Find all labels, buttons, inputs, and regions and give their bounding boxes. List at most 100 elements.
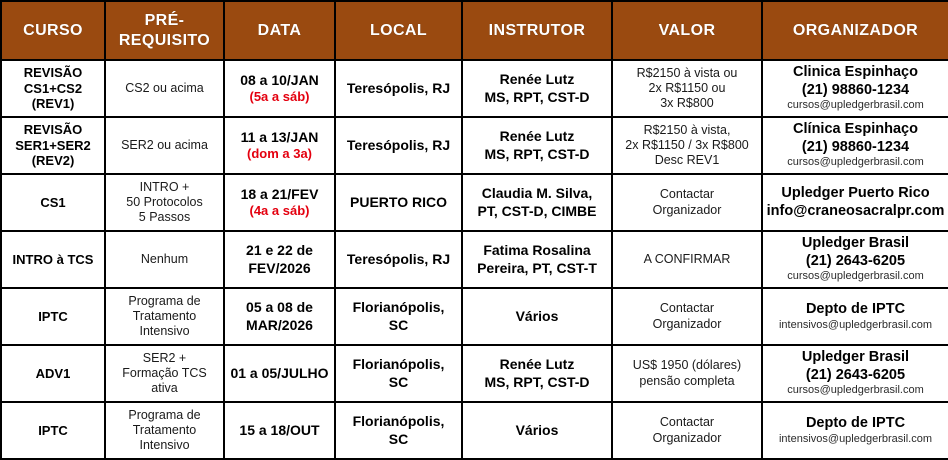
cell-organizador: Clinica Espinhaço (21) 98860-1234 cursos@u… [761, 59, 948, 118]
cell-organizador: Depto de IPTC intensivos@upledgerbrasil.c… [761, 401, 948, 460]
instrutor-line-2: Pereira, PT, CST-T [477, 259, 597, 276]
curso-line-1: ADV1 [35, 365, 71, 381]
cell-pre-requisito: Nenhum [104, 230, 225, 289]
curso-line-3: (REV1) [31, 96, 75, 112]
data-weekday-note: (dom a 3a) [246, 146, 312, 162]
column-header-pre-requisito-line2: REQUISITO [118, 31, 211, 49]
local-line-1: PUERTO RICO [350, 193, 447, 210]
valor-line-2: Organizador [652, 202, 722, 217]
pre-requisito-line-1: INTRO + [139, 179, 190, 194]
organizador-line-1: Upledger Brasil [801, 349, 910, 366]
instrutor-line-1: Claudia M. Silva, [481, 185, 593, 202]
organizador-line-1: Upledger Brasil [801, 235, 910, 252]
organizador-email[interactable]: cursos@upledgerbrasil.com [787, 156, 924, 169]
valor-line-1: Contactar [659, 301, 715, 316]
cell-curso: IPTC [0, 401, 106, 460]
cell-valor: US$ 1950 (dólares) pensão completa [611, 344, 763, 403]
cell-valor: Contactar Organizador [611, 401, 763, 460]
data-weekday-note: (4a a sáb) [249, 203, 310, 219]
cell-pre-requisito: CS2 ou acima [104, 59, 225, 118]
organizador-email[interactable]: cursos@upledgerbrasil.com [787, 384, 924, 397]
table-row: REVISÃO CS1+CS2 (REV1) CS2 ou acima 08 a 10/… [0, 59, 948, 118]
organizador-line-1: Clínica Espinhaço [793, 121, 918, 138]
local-line-1: Teresópolis, RJ [346, 79, 451, 96]
curso-line-2: SER1+SER2 [15, 137, 91, 153]
cell-local: Florianópolis, SC [334, 401, 463, 460]
data-line-1: 11 a 13/JAN [240, 129, 319, 146]
local-line-1: Florianópolis, [352, 299, 445, 316]
pre-requisito-line-1: SER2 ou acima [121, 137, 208, 152]
cell-instrutor: Renée Lutz MS, RPT, CST-D [461, 344, 613, 403]
valor-line-1: Contactar [659, 187, 715, 202]
organizador-line-2: info@craneosacralpr.com [766, 202, 945, 219]
cell-organizador: Upledger Brasil (21) 2643-6205 cursos@uple… [761, 230, 948, 289]
local-line-1: Florianópolis, [352, 356, 445, 373]
column-header-curso: CURSO [0, 0, 106, 61]
table-row: REVISÃO SER1+SER2 (REV2) SER2 ou acima 11 a … [0, 116, 948, 175]
curso-line-1: INTRO à TCS [12, 251, 94, 267]
cell-curso: INTRO à TCS [0, 230, 106, 289]
pre-requisito-line-3: Intensivo [139, 438, 190, 453]
valor-line-2: pensão completa [639, 373, 735, 388]
organizador-email[interactable]: cursos@upledgerbrasil.com [787, 270, 924, 283]
pre-requisito-line-1: Programa de [128, 293, 201, 308]
cell-curso: ADV1 [0, 344, 106, 403]
organizador-email[interactable]: intensivos@upledgerbrasil.com [778, 318, 933, 331]
data-line-1: 08 a 10/JAN [240, 72, 319, 89]
cell-local: PUERTO RICO [334, 173, 463, 232]
column-header-local: LOCAL [334, 0, 463, 61]
pre-requisito-line-2: Tratamento [132, 422, 197, 437]
data-line-2: MAR/2026 [246, 316, 313, 333]
cell-local: Teresópolis, RJ [334, 59, 463, 118]
valor-line-1: A CONFIRMAR [643, 251, 731, 266]
data-weekday-note: (5a a sáb) [249, 89, 310, 105]
instrutor-line-1: Vários [515, 307, 559, 324]
cell-local: Teresópolis, RJ [334, 230, 463, 289]
valor-line-1: R$2150 à vista, [643, 122, 731, 137]
curso-line-1: REVISÃO [23, 64, 83, 80]
instrutor-line-1: Renée Lutz [499, 128, 575, 145]
instrutor-line-1: Renée Lutz [499, 71, 575, 88]
data-line-1: 18 a 21/FEV [240, 186, 319, 203]
column-header-valor: VALOR [611, 0, 763, 61]
valor-line-1: Contactar [659, 415, 715, 430]
column-header-pre-requisito-line1: PRÉ- [144, 11, 185, 29]
header-row: CURSO PRÉ- REQUISITO DATA LOCAL INSTRUTO… [0, 0, 948, 61]
curso-line-2: CS1+CS2 [23, 80, 83, 96]
cell-pre-requisito: SER2 ou acima [104, 116, 225, 175]
column-header-data: DATA [223, 0, 336, 61]
cell-curso: REVISÃO SER1+SER2 (REV2) [0, 116, 106, 175]
data-line-1: 01 a 05/JULHO [230, 364, 329, 381]
instrutor-line-2: MS, RPT, CST-D [484, 88, 590, 105]
cell-organizador: Clínica Espinhaço (21) 98860-1234 cursos@u… [761, 116, 948, 175]
pre-requisito-line-2: Tratamento [132, 308, 197, 323]
valor-line-2: 2x R$1150 ou [648, 80, 726, 95]
valor-line-2: 2x R$1150 / 3x R$800 [625, 137, 749, 152]
curso-line-1: REVISÃO [23, 121, 83, 137]
cell-pre-requisito: Programa de Tratamento Intensivo [104, 287, 225, 346]
pre-requisito-line-1: Nenhum [140, 251, 189, 266]
cell-data: 11 a 13/JAN (dom a 3a) [223, 116, 336, 175]
cell-curso: IPTC [0, 287, 106, 346]
organizador-line-2: (21) 2643-6205 [805, 252, 906, 269]
local-line-1: Teresópolis, RJ [346, 250, 451, 267]
local-line-2: SC [388, 316, 409, 333]
organizador-line-1: Depto de IPTC [805, 414, 906, 431]
table-row: IPTC Programa de Tratamento Intensivo 05 a 0… [0, 287, 948, 346]
cell-organizador: Upledger Puerto Rico info@craneosacralpr.… [761, 173, 948, 232]
table-row: CS1 INTRO +50 Protocolos 5 Passos 18 a 21/F… [0, 173, 948, 232]
instrutor-line-2: PT, CST-D, CIMBE [477, 202, 597, 219]
valor-line-2: Organizador [652, 316, 722, 331]
organizador-line-1: Upledger Puerto Rico [781, 184, 930, 201]
pre-requisito-line-1: Programa de [128, 407, 201, 422]
cell-local: Florianópolis, SC [334, 287, 463, 346]
cell-instrutor: Fatima Rosalina Pereira, PT, CST-T [461, 230, 613, 289]
organizador-email[interactable]: cursos@upledgerbrasil.com [787, 99, 924, 112]
column-header-pre-requisito: PRÉ- REQUISITO [104, 0, 225, 61]
cell-pre-requisito: Programa de Tratamento Intensivo [104, 401, 225, 460]
organizador-email[interactable]: intensivos@upledgerbrasil.com [778, 432, 933, 445]
cell-local: Teresópolis, RJ [334, 116, 463, 175]
cell-local: Florianópolis, SC [334, 344, 463, 403]
data-line-2: FEV/2026 [248, 259, 311, 276]
cell-valor: Contactar Organizador [611, 173, 763, 232]
